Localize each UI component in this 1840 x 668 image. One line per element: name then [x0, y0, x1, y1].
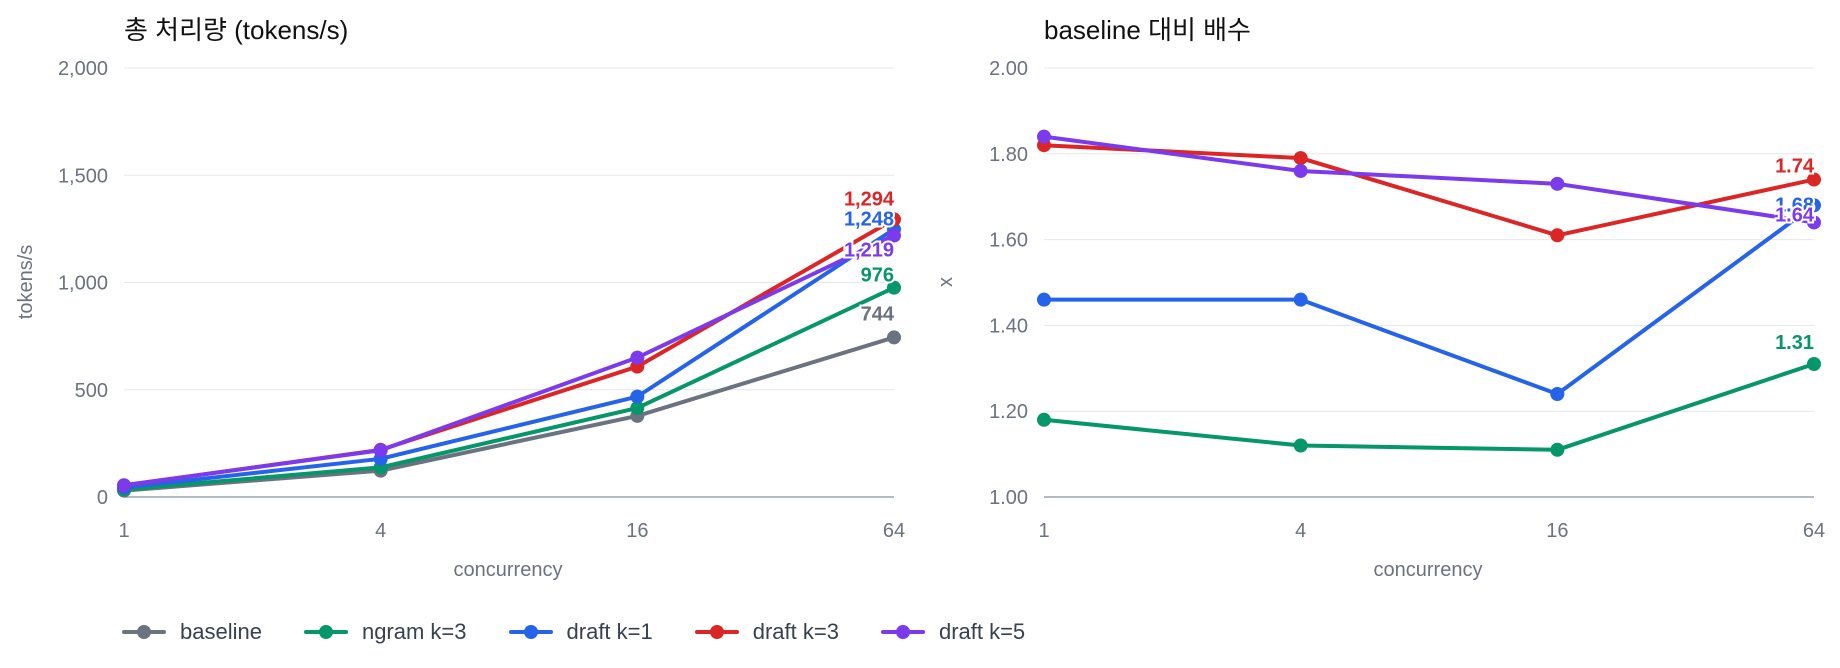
legend: baseline ngram k=3 draft k=1 draft k=3 d… [122, 616, 1025, 648]
series-line [122, 335, 896, 493]
y-tick-label: 1,000 [58, 273, 108, 295]
legend-swatch-icon [122, 625, 166, 639]
data-point[interactable] [1550, 387, 1565, 402]
data-point[interactable] [1293, 292, 1308, 307]
data-point[interactable] [1550, 176, 1565, 191]
data-point[interactable] [1550, 228, 1565, 243]
x-tick-label: 64 [1803, 520, 1825, 542]
x-tick-label: 4 [1295, 520, 1306, 542]
data-point[interactable] [887, 330, 901, 345]
chart-1-xlabel: concurrency [454, 559, 563, 581]
legend-label: draft k=3 [752, 619, 839, 644]
data-label: 744 [861, 303, 895, 325]
chart-1-ylabel: tokens/s [15, 245, 37, 319]
data-point[interactable] [1807, 172, 1821, 187]
data-label: 1,219 [844, 240, 894, 262]
data-label: 976 [861, 265, 894, 287]
y-tick-label: 500 [75, 380, 108, 402]
data-point[interactable] [887, 212, 901, 227]
legend-swatch-icon [508, 625, 553, 639]
data-label: 1.31 [1775, 332, 1814, 354]
data-point[interactable] [1037, 412, 1051, 427]
series-line [1042, 143, 1816, 238]
data-point[interactable] [373, 443, 388, 458]
data-point[interactable] [1293, 163, 1308, 178]
data-point[interactable] [630, 350, 645, 365]
legend-item-draft-k1[interactable]: draft k=1 [508, 619, 653, 645]
chart-2-xlabel: concurrency [1374, 559, 1483, 581]
chart-2-title: baseline 대비 배수 [1044, 15, 1251, 45]
x-tick-label: 1 [1038, 520, 1049, 542]
legend-swatch-icon [303, 625, 348, 639]
legend-item-draft-k3[interactable]: draft k=3 [694, 619, 839, 645]
y-tick-label: 1.20 [989, 401, 1028, 423]
x-tick-label: 16 [1546, 520, 1568, 542]
data-label: 1.74 [1775, 156, 1815, 178]
y-tick-label: 2,000 [58, 58, 108, 80]
y-tick-label: 0 [97, 487, 108, 509]
data-point[interactable] [1293, 151, 1308, 166]
data-label: 1.68 [1775, 194, 1814, 216]
legend-item-ngram-k3[interactable]: ngram k=3 [303, 619, 467, 645]
series-line [122, 217, 896, 488]
series-line [122, 285, 896, 492]
series-line [1042, 134, 1816, 225]
chart-2-ylabel: x [935, 277, 957, 287]
y-tick-label: 2.00 [989, 58, 1028, 80]
legend-label: draft k=5 [938, 619, 1026, 644]
y-tick-label: 1.80 [989, 144, 1028, 166]
x-tick-label: 4 [375, 520, 386, 542]
legend-swatch-icon [694, 625, 739, 639]
series-line [1042, 203, 1816, 397]
legend-label: draft k=1 [566, 619, 653, 644]
data-point[interactable] [1550, 442, 1565, 457]
y-tick-label: 1.40 [989, 315, 1028, 337]
x-tick-label: 64 [883, 520, 905, 542]
data-point[interactable] [887, 228, 901, 243]
data-point[interactable] [1037, 292, 1051, 307]
data-label: 1.64 [1775, 204, 1815, 226]
data-point[interactable] [117, 478, 131, 493]
data-label: 1,294 [844, 188, 895, 210]
y-tick-label: 1,500 [58, 165, 108, 187]
legend-item-baseline[interactable]: baseline [122, 619, 262, 645]
data-point[interactable] [1293, 438, 1308, 453]
chart-2-plot: 1.001.201.401.601.802.001 4 16 641.311.681.… [989, 58, 1825, 542]
data-point[interactable] [630, 389, 645, 404]
legend-item-draft-k5[interactable]: draft k=5 [880, 619, 1026, 645]
series-line [122, 227, 896, 490]
y-tick-label: 1.60 [989, 230, 1028, 252]
data-point[interactable] [630, 400, 645, 415]
data-point[interactable] [1807, 215, 1821, 230]
legend-label: ngram k=3 [361, 619, 467, 644]
data-point[interactable] [1807, 198, 1821, 213]
chart-1-plot: 0 500 1,000 1,500 2,000 1 4 16 64 744 976 1,2481,29… [58, 58, 905, 542]
series-line [122, 233, 896, 488]
data-point[interactable] [887, 280, 901, 295]
legend-swatch-icon [880, 625, 925, 639]
data-point[interactable] [1807, 357, 1821, 372]
x-tick-label: 16 [626, 520, 648, 542]
chart-1-title: 총 처리량 (tokens/s) [124, 15, 348, 45]
legend-label: baseline [180, 619, 262, 644]
y-tick-label: 1.00 [989, 487, 1028, 509]
x-tick-label: 1 [118, 520, 129, 542]
series-line [1042, 362, 1816, 452]
data-point[interactable] [1037, 129, 1051, 144]
data-label: 1,248 [844, 208, 894, 230]
